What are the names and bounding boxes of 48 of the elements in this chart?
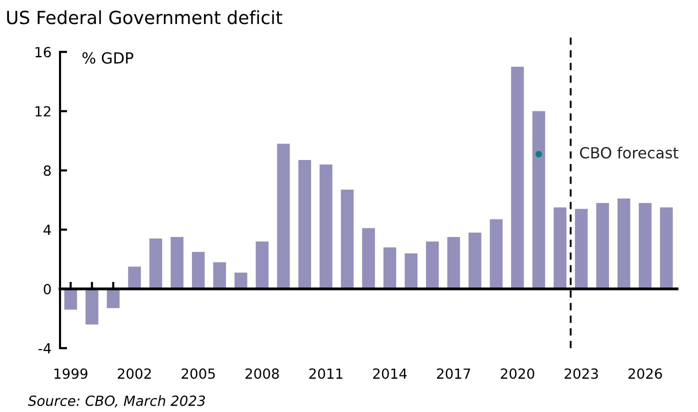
x-tick-label: 2026 — [628, 368, 662, 379]
bar — [490, 219, 503, 289]
bar — [596, 202, 609, 289]
bar — [617, 198, 630, 289]
bar — [447, 237, 460, 289]
x-tick-label: 1999 — [54, 368, 88, 379]
bar — [362, 228, 375, 289]
y-tick-label: 12 — [36, 106, 50, 116]
bar — [468, 232, 482, 289]
source-note: Source: CBO, March 2023 — [28, 395, 205, 408]
bar — [213, 262, 226, 289]
bar — [638, 202, 652, 289]
bar — [383, 247, 396, 289]
bar — [404, 253, 418, 289]
bar — [574, 208, 588, 289]
x-tick-label: 2005 — [182, 368, 215, 379]
x-tick-label: 2020 — [500, 368, 534, 379]
chart-title: US Federal Government deficit — [7, 10, 282, 24]
x-tick-label: 2002 — [118, 368, 151, 379]
bar — [192, 252, 205, 289]
x-tick-label: 2023 — [564, 368, 598, 379]
bar — [660, 207, 673, 289]
bar — [234, 272, 248, 289]
x-tick-label: 2011 — [309, 368, 342, 379]
bar — [277, 144, 290, 289]
bar — [511, 66, 524, 289]
bar — [128, 266, 141, 289]
ref-line-label: CBO forecast — [580, 146, 678, 159]
x-tick-label: 2017 — [436, 368, 470, 379]
bar — [426, 242, 439, 289]
y-tick-label: 4 — [44, 224, 51, 235]
bar — [86, 288, 98, 324]
y-tick-label: 8 — [44, 165, 51, 176]
bar — [320, 164, 332, 289]
x-tick-label: 2014 — [373, 368, 407, 379]
bar — [64, 288, 78, 310]
y-tick-label: 16 — [36, 46, 51, 58]
bar — [149, 238, 162, 289]
bar — [298, 160, 312, 289]
y-tick-label: -4 — [38, 343, 51, 354]
bar — [256, 242, 269, 289]
bar — [554, 207, 566, 289]
y-tick-label: 0 — [44, 284, 51, 294]
bar — [340, 190, 354, 289]
bar — [532, 111, 546, 289]
bar — [170, 237, 184, 289]
y-axis-title: % GDP — [82, 52, 134, 64]
x-tick-label: 2008 — [246, 368, 279, 379]
